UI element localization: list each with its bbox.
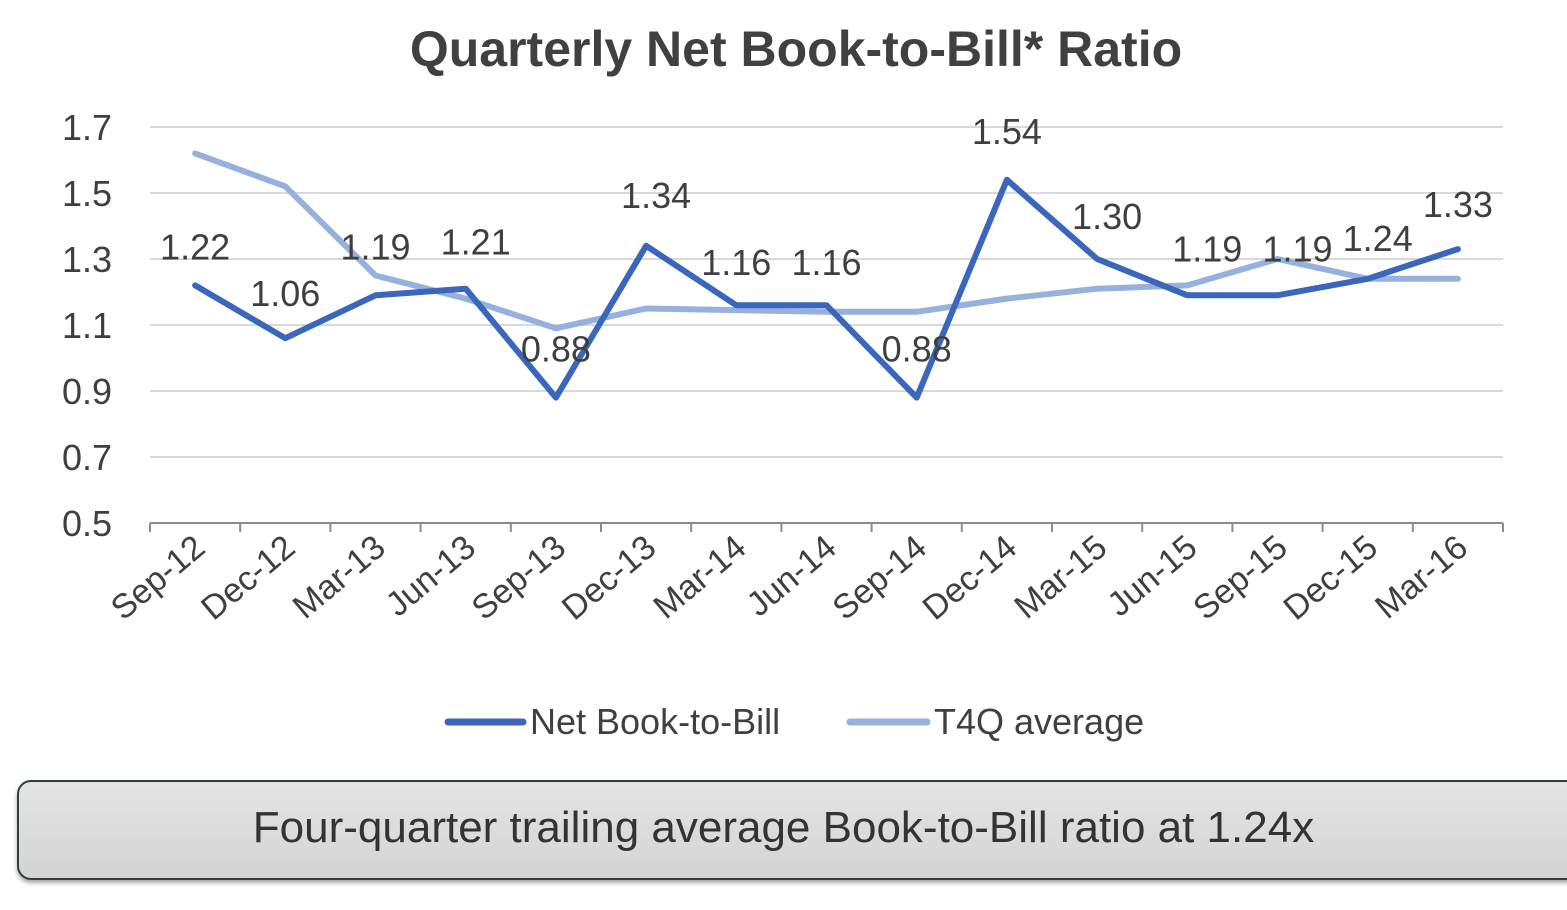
data-label: 1.19 [1172,228,1242,269]
data-label: 1.33 [1423,184,1493,225]
data-label: 1.19 [340,226,410,267]
t4q-average-line [192,150,1461,332]
y-tick-label: 1.1 [62,305,112,346]
data-label: 1.22 [160,226,230,267]
net-book-to-bill-line [192,176,1461,401]
y-tick-label: 1.7 [62,107,112,148]
summary-callout-box [17,780,1567,880]
x-tick-label: Dec-12 [194,528,302,628]
x-tick-label: Sep-14 [825,528,933,628]
data-label: 1.19 [1262,228,1332,269]
data-label: 1.06 [250,273,320,314]
data-label: 1.30 [1072,196,1142,237]
y-tick-label: 0.9 [62,371,112,412]
x-tick-label: Sep-12 [104,528,212,628]
summary-callout-text: Four-quarter trailing average Book-to-Bi… [252,803,1315,852]
x-tick-label: Sep-15 [1186,528,1294,628]
chart-title: Quarterly Net Book-to-Bill* Ratio [410,21,1182,77]
x-tick-label: Sep-13 [465,528,573,628]
legend-label: T4Q average [934,701,1144,742]
data-label: 1.16 [791,242,861,283]
data-label: 1.21 [441,222,511,263]
x-tick-label: Mar-13 [286,528,393,626]
data-label: 1.24 [1343,218,1413,259]
legend-label: Net Book-to-Bill [530,701,780,742]
data-label: 0.88 [882,329,952,370]
x-tick-label: Dec-13 [555,528,663,628]
data-labels: 1.221.061.19 1.210.881.341.16 1.160.881.54… [160,111,1493,370]
book-to-bill-chart: Quarterly Net Book-to-Bill* Ratio 0.5 0.7… [62,21,1504,742]
series-lines [192,150,1461,401]
x-tick-label: Dec-14 [916,528,1024,628]
x-tick-label: Mar-14 [647,528,754,626]
legend: Net Book-to-Bill T4Q average [444,701,1144,742]
data-label: 1.34 [621,175,691,216]
data-label: 1.16 [701,242,771,283]
y-tick-label: 0.7 [62,437,112,478]
x-tick-label: Mar-15 [1007,528,1114,626]
data-label: 1.54 [972,111,1042,152]
data-label: 0.88 [521,329,591,370]
y-tick-label: 1.5 [62,173,112,214]
x-tick-label: Jun-14 [740,528,844,624]
x-tick-label: Jun-15 [1100,528,1204,624]
y-tick-label: 0.5 [62,503,112,544]
x-tick-label: Dec-15 [1276,528,1384,628]
x-tick-label: Jun-13 [379,528,483,624]
legend-t4q-average: T4Q average [846,701,1144,742]
x-tick-label: Mar-16 [1368,528,1475,626]
y-tick-label: 1.3 [62,239,112,280]
gridlines [150,126,1503,458]
legend-net-book-to-bill: Net Book-to-Bill [444,701,780,742]
